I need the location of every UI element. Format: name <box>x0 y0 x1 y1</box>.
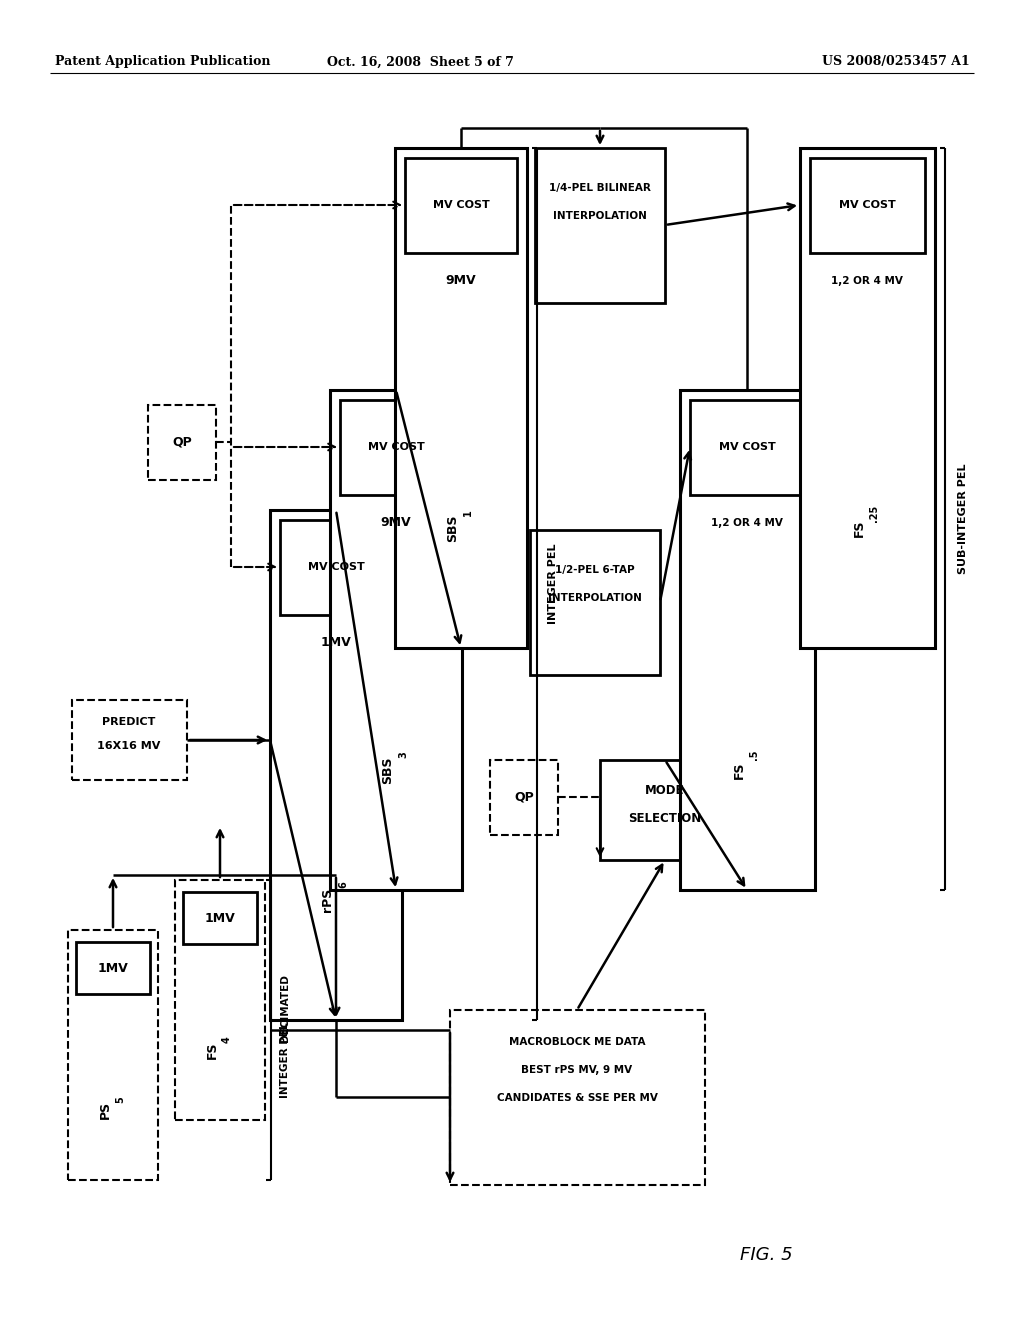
Text: INTEGER PEL: INTEGER PEL <box>548 544 558 624</box>
Bar <box>680 389 815 890</box>
Text: rPS: rPS <box>322 888 335 912</box>
Text: BEST rPS MV, 9 MV: BEST rPS MV, 9 MV <box>521 1065 633 1074</box>
Text: 5: 5 <box>115 1097 125 1104</box>
Text: SUB-INTEGER PEL: SUB-INTEGER PEL <box>958 463 968 574</box>
Bar <box>68 931 158 1180</box>
Text: 6: 6 <box>338 882 348 888</box>
Bar <box>175 880 265 1119</box>
Text: MV COST: MV COST <box>719 442 775 451</box>
Text: 1,2 OR 4 MV: 1,2 OR 4 MV <box>711 517 783 528</box>
Text: 1: 1 <box>463 510 473 516</box>
Text: INTERPOLATION: INTERPOLATION <box>548 593 642 603</box>
Text: 9MV: 9MV <box>381 516 412 529</box>
Bar <box>330 389 462 890</box>
Bar <box>535 148 665 304</box>
Text: .25: .25 <box>869 504 879 521</box>
Text: MV COST: MV COST <box>432 201 489 210</box>
Bar <box>280 520 392 615</box>
Bar <box>450 1010 705 1185</box>
Bar <box>530 531 660 675</box>
Bar <box>600 760 730 861</box>
Text: Patent Application Publication: Patent Application Publication <box>55 55 270 69</box>
Bar <box>270 510 402 1020</box>
Text: PS: PS <box>98 1101 112 1119</box>
Text: MV COST: MV COST <box>839 201 895 210</box>
Bar <box>72 700 187 780</box>
Text: 9MV: 9MV <box>445 275 476 288</box>
Text: 16X16 MV: 16X16 MV <box>97 741 161 751</box>
Text: FS: FS <box>732 762 745 779</box>
Text: 4: 4 <box>222 1036 232 1043</box>
Bar <box>800 148 935 648</box>
Text: 3: 3 <box>398 751 408 759</box>
Text: 1/2-PEL 6-TAP: 1/2-PEL 6-TAP <box>555 565 635 576</box>
Text: INTEGER PEL: INTEGER PEL <box>280 1022 290 1098</box>
Text: MV COST: MV COST <box>368 442 424 451</box>
Text: Oct. 16, 2008  Sheet 5 of 7: Oct. 16, 2008 Sheet 5 of 7 <box>327 55 513 69</box>
Text: MODE: MODE <box>645 784 685 796</box>
Bar <box>490 760 558 836</box>
Text: .5: .5 <box>749 750 759 760</box>
Bar <box>406 158 517 253</box>
Text: 1,2 OR 4 MV: 1,2 OR 4 MV <box>831 276 903 286</box>
Text: FIG. 5: FIG. 5 <box>740 1246 793 1265</box>
Text: 1MV: 1MV <box>205 912 236 924</box>
Bar <box>76 942 150 994</box>
Text: PREDICT: PREDICT <box>102 717 156 727</box>
Text: 1MV: 1MV <box>321 636 351 649</box>
Text: DECIMATED: DECIMATED <box>280 974 290 1041</box>
Text: 1/4-PEL BILINEAR: 1/4-PEL BILINEAR <box>549 183 651 193</box>
Text: US 2008/0253457 A1: US 2008/0253457 A1 <box>822 55 970 69</box>
Bar <box>148 405 216 480</box>
Bar <box>395 148 527 648</box>
Bar <box>810 158 925 253</box>
Text: FS: FS <box>853 519 865 537</box>
Text: QP: QP <box>514 791 534 804</box>
Text: SBS: SBS <box>446 515 460 541</box>
Text: CANDIDATES & SSE PER MV: CANDIDATES & SSE PER MV <box>497 1093 657 1104</box>
Text: INTERPOLATION: INTERPOLATION <box>553 211 647 220</box>
Text: MACROBLOCK ME DATA: MACROBLOCK ME DATA <box>509 1038 645 1047</box>
Text: SBS: SBS <box>382 756 394 784</box>
Text: FS: FS <box>206 1041 218 1059</box>
Text: QP: QP <box>172 436 191 449</box>
Text: MV COST: MV COST <box>307 562 365 572</box>
Bar <box>690 400 805 495</box>
Text: SELECTION: SELECTION <box>629 812 701 825</box>
Text: 1MV: 1MV <box>97 961 128 974</box>
Bar <box>340 400 452 495</box>
Bar <box>183 892 257 944</box>
